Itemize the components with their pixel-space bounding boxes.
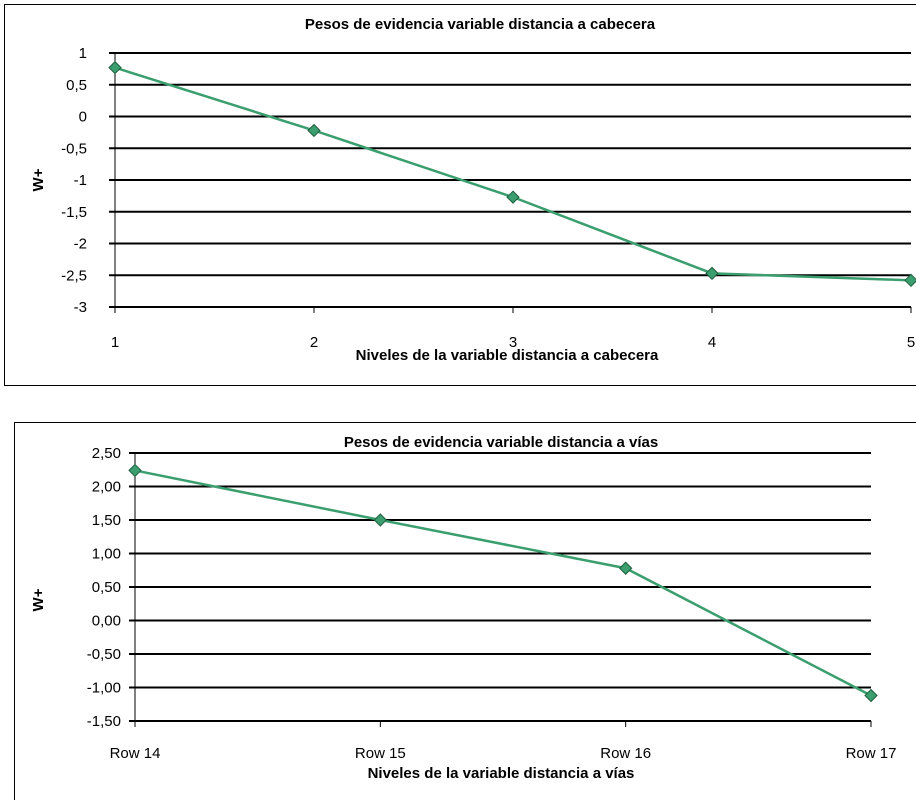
y-tick-label: -1,00: [87, 680, 121, 697]
series-line: [134, 469, 872, 697]
series-line: [114, 66, 912, 282]
x-tick-label: 2: [310, 334, 318, 351]
y-tick-label: 0,5: [66, 77, 87, 94]
data-point: [864, 688, 878, 703]
chart-title: Pesos de evidencia variable distancia a …: [305, 16, 656, 33]
data-point: [307, 123, 321, 138]
x-tick-label: 3: [509, 334, 517, 351]
x-tick-label: Row 17: [846, 745, 897, 762]
y-tick-label: -0,5: [61, 140, 87, 157]
chart-panel-cabecera: Pesos de evidencia variable distancia a …: [4, 4, 916, 386]
data-point: [373, 513, 388, 527]
y-tick-label: 1,50: [92, 512, 121, 529]
x-tick-label: 1: [111, 334, 119, 351]
y-tick-label: 2,00: [92, 479, 121, 496]
x-axis-label: Niveles de la variable distancia a cabec…: [356, 347, 659, 364]
chart-cabecera: Pesos de evidencia variable distancia a …: [30, 16, 916, 364]
y-axis-label: W+: [30, 168, 47, 191]
y-tick-label: 0: [79, 109, 87, 126]
x-tick-label: 4: [708, 334, 716, 351]
y-tick-label: 2,50: [92, 445, 121, 462]
y-tick-label: -0,50: [87, 646, 121, 663]
x-tick-label: Row 15: [355, 745, 406, 762]
y-tick-label: 0,00: [92, 613, 121, 630]
y-tick-label: 1,00: [92, 546, 121, 563]
y-tick-label: -3: [74, 299, 87, 316]
data-point: [506, 190, 520, 204]
y-tick-label: -2,5: [61, 267, 87, 284]
chart-title: Pesos de evidencia variable distancia a …: [344, 434, 658, 451]
chart-vias: Pesos de evidencia variable distancia a …: [30, 434, 897, 782]
x-tick-label: Row 16: [600, 745, 651, 762]
x-axis-label: Niveles de la variable distancia a vías: [368, 765, 635, 782]
chart-panel-vias: Pesos de evidencia variable distancia a …: [14, 422, 916, 800]
y-tick-label: -2: [74, 236, 87, 253]
data-point: [705, 266, 719, 281]
data-point: [108, 60, 122, 75]
x-tick-label: 5: [907, 334, 915, 351]
y-tick-label: 1: [79, 45, 87, 62]
y-tick-label: -1,50: [87, 713, 121, 730]
data-point: [904, 273, 916, 288]
data-point: [128, 463, 142, 478]
y-tick-label: -1,5: [61, 204, 87, 221]
data-point: [618, 561, 633, 575]
x-tick-label: Row 14: [110, 745, 161, 762]
y-axis-label: W+: [30, 588, 47, 611]
y-tick-label: -1: [74, 172, 87, 189]
y-tick-label: 0,50: [92, 579, 121, 596]
